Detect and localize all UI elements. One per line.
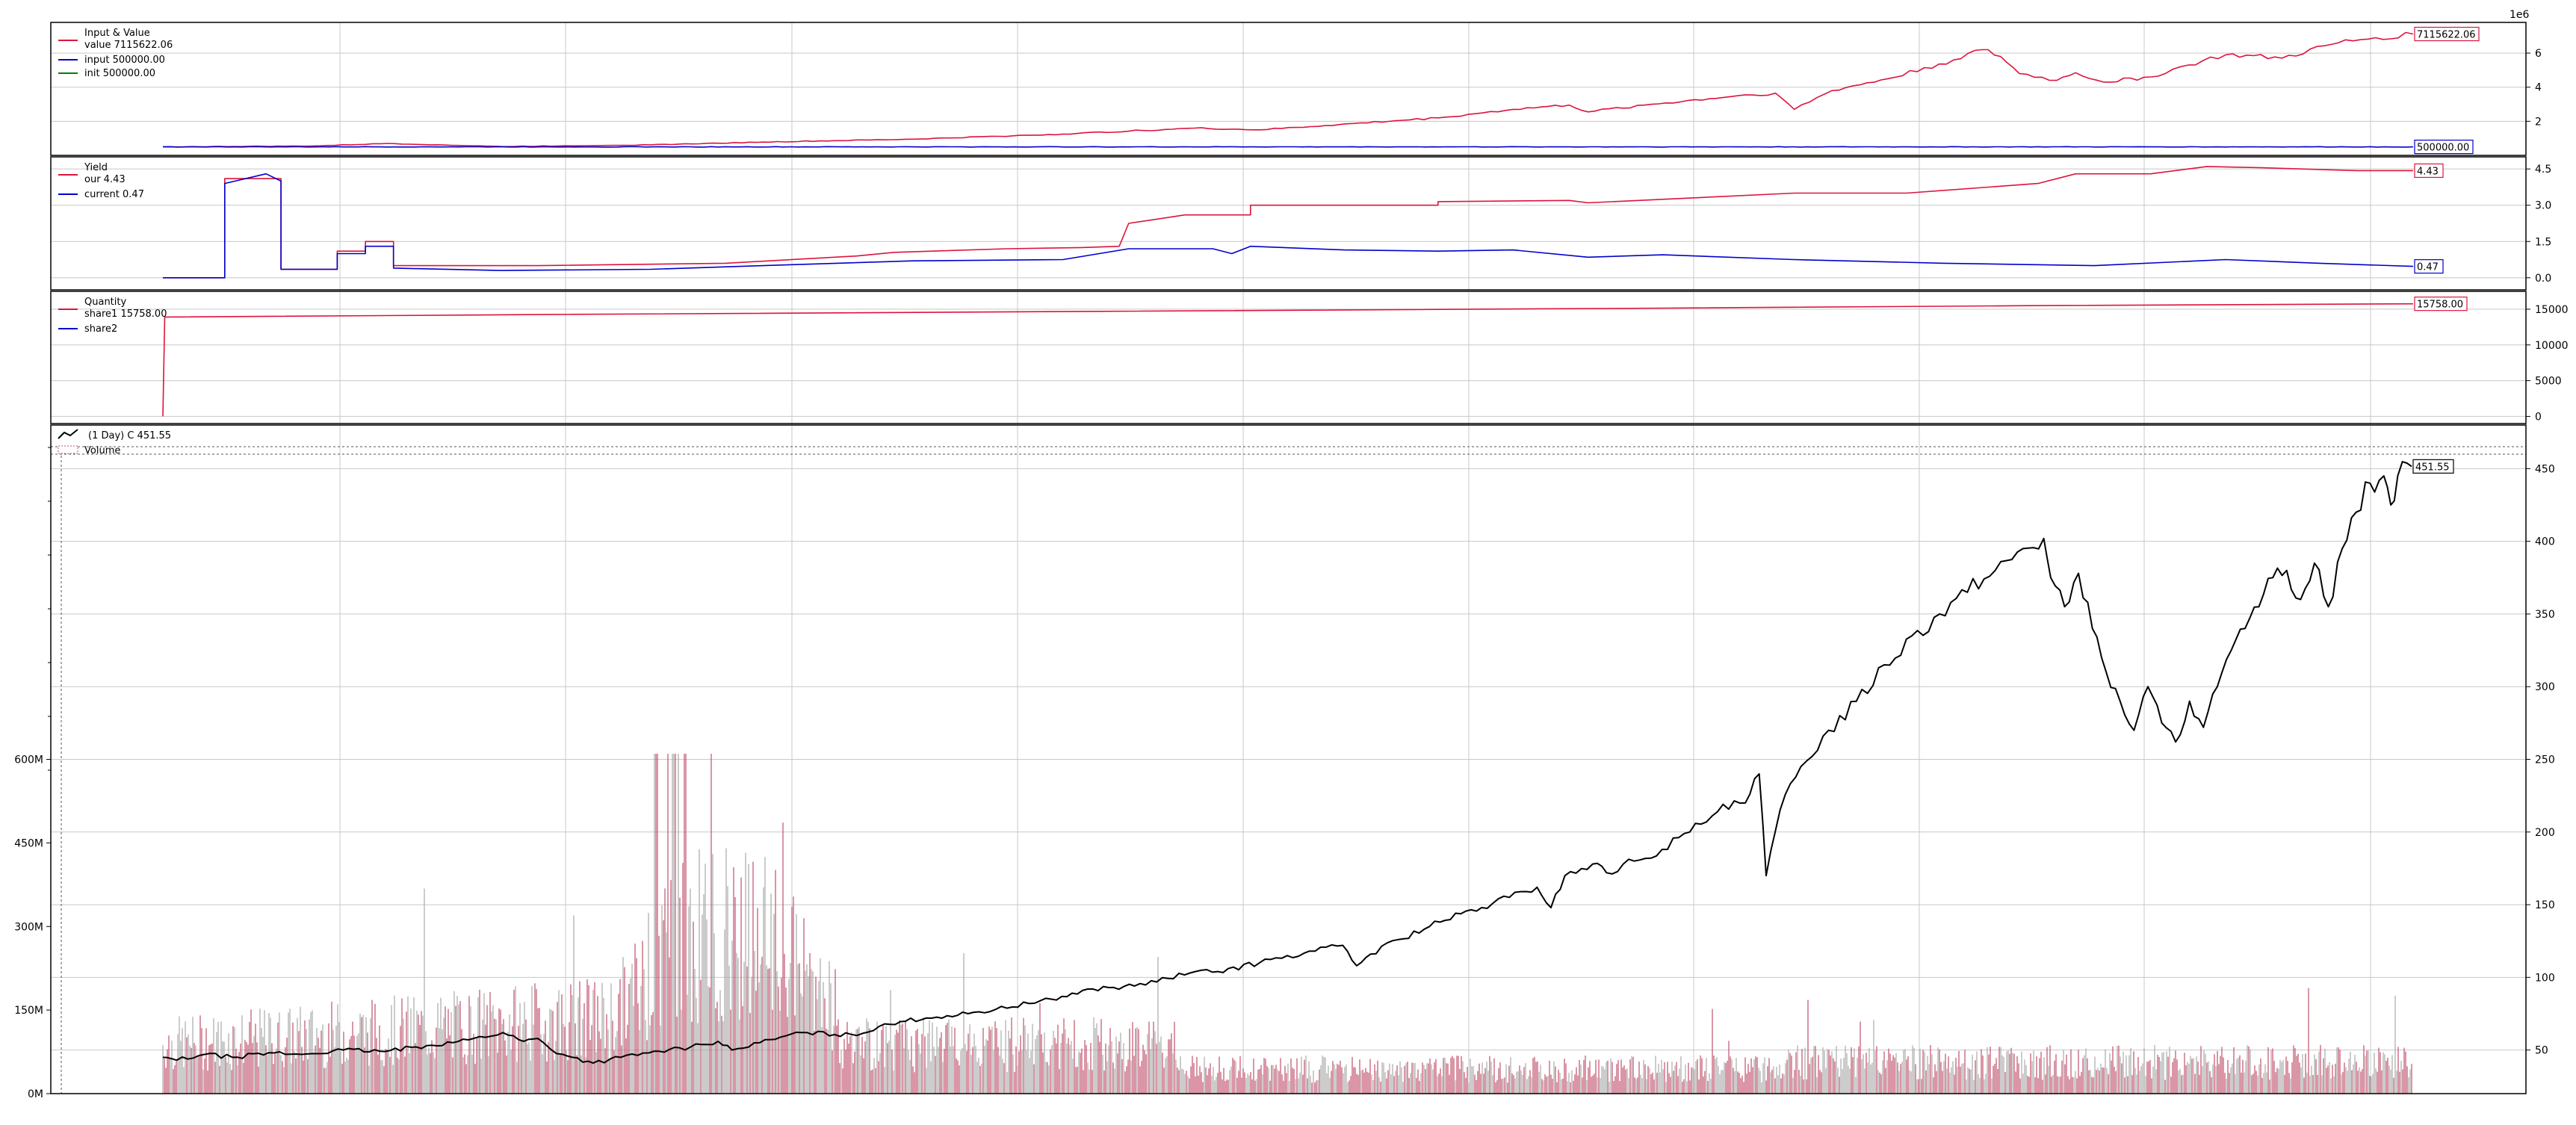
- y-tick-label: 300: [2535, 681, 2555, 693]
- y-tick-label: 15000: [2535, 304, 2569, 316]
- y-tick-label: 1.5: [2535, 236, 2551, 248]
- scale-label: 1e6: [2510, 9, 2530, 21]
- last-value-tag-close: 451.55: [2415, 462, 2450, 473]
- last-value-tag-box: [2412, 459, 2454, 474]
- legend-entry: current 0.47: [84, 189, 144, 200]
- last-value-tag-box: [2414, 163, 2444, 179]
- legend-title: Yield: [84, 162, 108, 173]
- volume-tick-label: 600M: [14, 754, 43, 766]
- series-line-input: [162, 146, 2414, 148]
- y-tick-label: 250: [2535, 754, 2555, 766]
- panel-frames-layer: [50, 22, 2527, 1094]
- y-tick-label: 3.0: [2535, 200, 2551, 212]
- series-line-close: [162, 461, 2412, 1064]
- y-tick-label: 400: [2535, 536, 2555, 548]
- series-line-value: [162, 31, 2414, 148]
- series-line-current: [163, 173, 2414, 279]
- y-tick-label: 4.5: [2535, 164, 2551, 176]
- y-tick-label: 2: [2535, 116, 2542, 128]
- legend-entry: share2: [84, 323, 117, 335]
- y-tick-label: 450: [2535, 463, 2555, 475]
- volume-tick-label: 0M: [28, 1088, 43, 1100]
- last-value-tag-box: [2414, 259, 2444, 274]
- legend-entry: Volume: [84, 445, 120, 456]
- legend-entry: value 7115622.06: [84, 40, 173, 51]
- last-value-tag-current: 0.47: [2417, 262, 2439, 273]
- legend-swatch-volume: [58, 445, 78, 454]
- legend-entry: share1 15758.00: [84, 309, 167, 320]
- legend-entry: init 500000.00: [84, 68, 155, 79]
- legend-entry: input 500000.00: [84, 55, 165, 66]
- y-tick-label: 0.0: [2535, 273, 2551, 285]
- panel-frame-quantity: [50, 291, 2527, 424]
- y-tick-label: 5000: [2535, 376, 2562, 388]
- legend-entry: (1 Day) C 451.55: [88, 430, 171, 441]
- last-value-tag-our: 4.43: [2417, 166, 2439, 177]
- series-lines-layer: [162, 31, 2414, 1064]
- tick-labels-layer: 2 4 6 1e6 0.0 1.5 3.0 4.5 0 5000 10000 15000 50 100 15…: [14, 9, 2568, 1100]
- series-line-share1: [162, 303, 2414, 417]
- y-tick-label: 4: [2535, 82, 2542, 94]
- y-tick-label: 350: [2535, 609, 2555, 621]
- y-tick-label: 6: [2535, 48, 2542, 60]
- last-value-tag-input: 500000.00: [2417, 143, 2469, 154]
- volume-tick-label: 300M: [14, 921, 43, 933]
- legend-title: Input & Value: [84, 28, 150, 39]
- last-value-tag-box: [2414, 26, 2480, 42]
- y-tick-label: 50: [2535, 1045, 2548, 1057]
- last-value-tag-box: [2414, 297, 2468, 312]
- y-tick-label: 100: [2535, 972, 2555, 984]
- y-tick-label: 0: [2535, 411, 2542, 423]
- last-value-tag-value: 7115622.06: [2417, 30, 2476, 41]
- panel-frame-value: [50, 22, 2527, 156]
- series-line-our: [163, 166, 2413, 279]
- legend-title: Quantity: [84, 297, 126, 308]
- last-value-tag-box: [2414, 139, 2474, 155]
- volume-tick-label: 150M: [14, 1005, 43, 1017]
- panel-frame-yield: [50, 156, 2527, 291]
- volume-tick-label: 450M: [14, 837, 43, 849]
- y-tick-label: 150: [2535, 899, 2555, 911]
- grid-layer: [51, 22, 2526, 1094]
- volume-bars-layer: [162, 754, 2412, 1094]
- legend-swatch-price: [58, 429, 78, 439]
- legend-entry: our 4.43: [84, 174, 126, 185]
- last-value-tags-layer: 7115622.06 500000.00 4.43 0.47 15758.00 451.5…: [2412, 26, 2480, 474]
- last-value-tag-share1: 15758.00: [2417, 300, 2463, 311]
- y-tick-label: 200: [2535, 827, 2555, 839]
- y-tick-label: 10000: [2535, 340, 2569, 352]
